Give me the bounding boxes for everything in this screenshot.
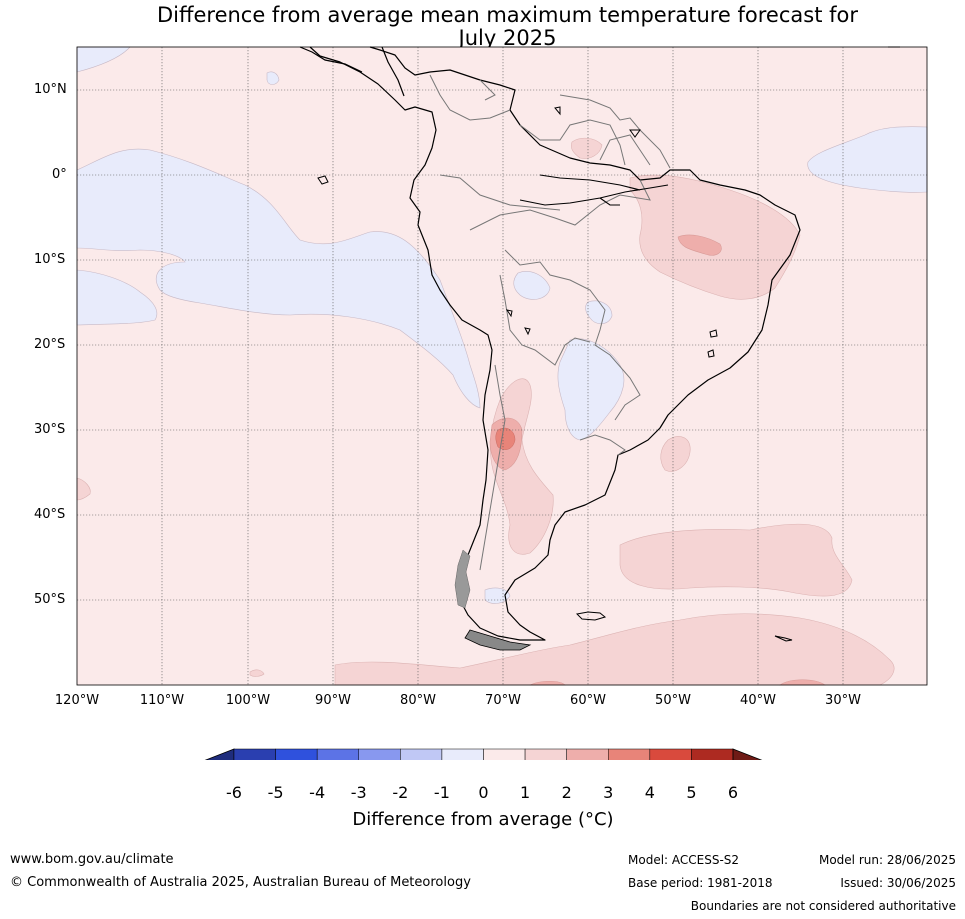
lat-label: 40°S: [34, 507, 66, 522]
lon-label: 90°W: [315, 693, 351, 708]
south-georgia: [774, 635, 793, 642]
title-line-1: Difference from average mean maximum tem…: [157, 3, 858, 27]
graticule: [77, 47, 927, 685]
colorbar-segment: [316, 748, 359, 760]
lon-label: 100°W: [225, 693, 271, 708]
model-run-date: Model run: 28/06/2025: [818, 853, 956, 867]
lon-label: 120°W: [54, 693, 100, 708]
warm-anomaly-regions-1-2: [76, 137, 895, 686]
colorbar-segment: [649, 748, 692, 760]
warm-region-west-edge: [76, 477, 91, 501]
map-title: Difference from average mean maximum tem…: [0, 4, 965, 50]
cool-region-bolivia: [513, 271, 551, 300]
lat-label: 10°S: [34, 252, 66, 267]
model-name: Model: ACCESS-S2: [628, 853, 740, 867]
amazon-river: [519, 174, 669, 206]
colorbar-tick-label: 3: [603, 783, 614, 802]
lon-label: 70°W: [485, 693, 521, 708]
colorbar: [204, 748, 763, 760]
colorbar-tick-label: 2: [561, 783, 572, 802]
lon-label: 50°W: [655, 693, 691, 708]
colorbar-segment: [358, 748, 401, 760]
website-link[interactable]: www.bom.gov.au/climate: [10, 852, 174, 867]
lon-label: 30°W: [825, 693, 861, 708]
lat-label: 20°S: [34, 337, 66, 352]
tierra-del-fuego: [464, 629, 532, 651]
copyright-notice: © Commonwealth of Australia 2025, Austra…: [10, 875, 471, 890]
warm-region-pernambuco: [677, 234, 722, 256]
falkland-islands: [575, 611, 607, 621]
colorbar-tick-label: 5: [686, 783, 697, 802]
cool-region-patagonia: [484, 587, 511, 604]
cool-region-gran-chaco: [557, 338, 625, 441]
map-frame: [76, 46, 928, 686]
lon-label: 60°W: [570, 693, 606, 708]
warm-region-guiana: [570, 137, 603, 159]
colorbar-tick-label: 4: [644, 783, 655, 802]
forecast-map: [76, 46, 928, 760]
cool-region-pacific-lower: [76, 269, 158, 326]
warm-region-northeast-brazil: [629, 174, 801, 300]
colorbar-segment: [691, 748, 734, 760]
boundaries-disclaimer: Boundaries are not considered authoritat…: [690, 899, 956, 913]
central-america-coastline: [299, 46, 405, 97]
colorbar-extend-low: [204, 748, 235, 760]
country-borders: [429, 74, 671, 571]
title-line-2: July 2025: [458, 26, 557, 50]
colorbar-tick-label: -6: [226, 783, 242, 802]
base-period: Base period: 1981-2018: [628, 876, 773, 890]
warm-region-core-andes: [495, 427, 516, 450]
colorbar-label: Difference from average (°C): [352, 809, 614, 830]
lon-label: 110°W: [139, 693, 185, 708]
colorbar-tick-label: 6: [727, 783, 739, 802]
warm-region-south-atlantic-coast: [660, 436, 691, 472]
cool-anomaly-regions: [76, 46, 928, 604]
colorbar-segment: [524, 748, 567, 760]
cool-region-pacific: [76, 148, 481, 409]
colorbar-segment: [566, 748, 609, 760]
warm-region-south-atlantic: [619, 523, 853, 597]
colorbar-tick-label: -2: [392, 783, 409, 802]
colorbar-segment: [400, 748, 443, 760]
colorbar-tick-label: -3: [350, 783, 367, 802]
colorbar-extend-high: [732, 748, 763, 760]
lat-label: 0°: [52, 167, 67, 182]
colorbar-tick-label: 0: [478, 783, 489, 802]
cool-region-atlantic: [807, 126, 928, 193]
lon-label: 80°W: [400, 693, 436, 708]
lat-label: 10°N: [34, 82, 67, 97]
south-america-coastline: [309, 46, 801, 641]
chilean-fjords: [454, 549, 471, 609]
lat-label: 50°S: [34, 592, 66, 607]
lon-label: 40°W: [740, 693, 776, 708]
colorbar-tick-label: -1: [433, 783, 450, 802]
colorbar-tick-label: -5: [267, 783, 284, 802]
colorbar-segment: [275, 748, 318, 760]
cool-region-galapagos: [266, 71, 280, 85]
colorbar-segment: [441, 748, 484, 760]
warm-region-southern-ocean: [334, 613, 895, 686]
lat-label: 30°S: [34, 422, 66, 437]
issued-date: Issued: 30/06/2025: [840, 876, 956, 890]
colorbar-tick-label: 1: [519, 783, 531, 802]
warm-region-pacific-small: [249, 669, 265, 677]
colorbar-tick-label: -4: [309, 783, 326, 802]
colorbar-segment: [483, 748, 526, 760]
colorbar-segment: [608, 748, 651, 760]
colorbar-segment: [233, 748, 276, 760]
